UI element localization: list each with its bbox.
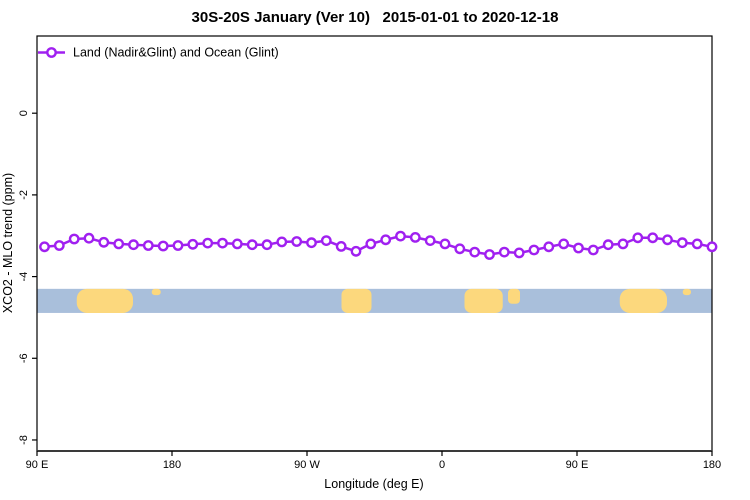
data-point-marker [39, 241, 50, 253]
legend-label: Land (Nadir&Glint) and Ocean (Glint) [73, 46, 279, 60]
data-point-marker [395, 230, 406, 242]
data-point-marker [217, 237, 228, 249]
data-point-marker [83, 232, 95, 244]
y-tick-label: -4 [18, 272, 30, 282]
data-point-marker [350, 245, 362, 257]
data-point-marker [128, 239, 139, 251]
data-point-marker [113, 238, 125, 250]
land-segment-australia [76, 288, 133, 313]
land-segment-new-caledonia-repeat [682, 288, 691, 296]
data-point-marker [187, 238, 199, 250]
y-tick-label: -6 [18, 353, 30, 363]
data-point-marker [68, 233, 80, 245]
data-point-marker [53, 240, 65, 251]
data-point-marker [691, 238, 703, 250]
data-point-marker [202, 237, 214, 249]
data-point-marker [261, 239, 273, 251]
data-point-marker [142, 240, 154, 251]
data-point-marker [291, 236, 303, 247]
data-point-marker [439, 238, 451, 250]
data-point-marker [528, 244, 540, 256]
land-segment-southern-africa [464, 288, 503, 313]
data-point-marker [335, 240, 347, 252]
data-point-marker [662, 234, 673, 246]
chart-title: 30S-20S January (Ver 10) 2015-01-01 to 2… [192, 9, 559, 26]
data-point-marker [231, 238, 243, 250]
y-tick-label: -8 [18, 435, 30, 445]
data-point-marker [513, 247, 525, 259]
legend: Land (Nadir&Glint) and Ocean (Glint) [38, 46, 279, 60]
plot-area: 90 E 180 90 W 0 90 E 180 0 -2 -4 -6 -8 [18, 35, 721, 471]
data-point-marker [706, 241, 718, 253]
data-point-marker [409, 231, 421, 243]
data-point-marker [558, 238, 570, 250]
data-point-marker [543, 241, 555, 253]
data-point-marker [380, 234, 392, 246]
data-point-marker [573, 242, 584, 254]
land-segment-south-america [341, 288, 372, 313]
trend-line [43, 234, 714, 256]
data-point-marker [276, 236, 288, 248]
data-point-marker [498, 246, 510, 258]
data-point-marker [469, 246, 481, 258]
data-point-marker [647, 232, 659, 244]
data-point-marker [306, 237, 317, 249]
x-tick-label: 0 [439, 459, 445, 471]
data-point-marker [424, 235, 436, 247]
land-segment-australia-repeat [619, 288, 667, 313]
data-point-marker [157, 240, 169, 252]
ocean-strip [37, 288, 712, 313]
data-point-marker [365, 238, 377, 250]
x-tick-label: 90 W [294, 459, 320, 471]
data-point-marker [676, 237, 688, 249]
data-point-marker [98, 236, 110, 248]
x-tick-label: 180 [163, 459, 181, 471]
x-tick-label: 180 [703, 459, 721, 471]
data-point-marker [602, 239, 614, 251]
y-tick-label: 0 [18, 110, 30, 116]
data-point-marker [484, 249, 495, 260]
y-tick-label: -2 [18, 190, 30, 200]
land-segment-new-caledonia [151, 288, 161, 296]
land-segment-madagascar [508, 288, 520, 304]
x-axis-title: Longitude (deg E) [324, 477, 423, 491]
data-point-marker [587, 244, 599, 256]
y-axis-title: XCO2 - MLO trend (ppm) [1, 173, 15, 313]
data-point-marker [246, 239, 258, 251]
data-point-marker [454, 243, 466, 255]
x-tick-label: 90 E [566, 459, 589, 471]
data-point-marker [617, 238, 629, 250]
data-point-marker [320, 235, 332, 247]
x-tick-label: 90 E [26, 459, 49, 471]
data-point-marker [632, 232, 644, 244]
legend-marker-icon [46, 47, 57, 58]
data-point-marker [172, 240, 184, 251]
